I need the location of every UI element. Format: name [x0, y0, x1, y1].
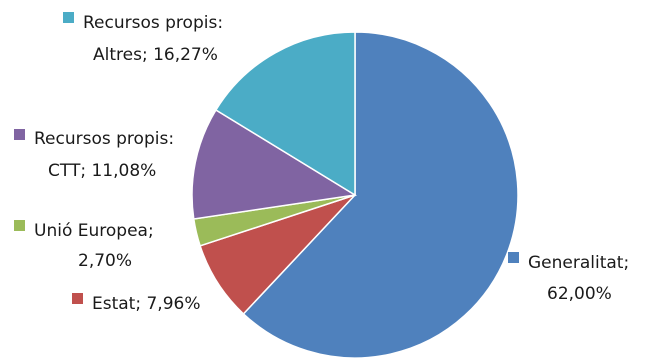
label-line1: Unió Europea; — [34, 221, 154, 241]
pie-labels: Generalitat; 62,00% Estat; 7,96% Unió Eu… — [14, 12, 629, 314]
label-line2: Altres; 16,27% — [93, 45, 218, 65]
label-marker — [72, 293, 83, 304]
label-line2: CTT; 11,08% — [48, 161, 156, 181]
pie-slices — [191, 31, 519, 359]
label-estat: Estat; 7,96% — [72, 293, 200, 314]
label-marker — [508, 252, 519, 263]
label-marker — [14, 220, 25, 231]
label-line2: 62,00% — [547, 284, 612, 304]
label-line1: Recursos propis: — [34, 129, 174, 149]
label-marker — [63, 12, 74, 23]
pie-slice-generalitat — [242, 31, 519, 359]
label-unio-europea: Unió Europea; 2,70% — [14, 220, 154, 271]
label-line2: 2,70% — [78, 251, 132, 271]
pie-slice-recursos-propis-altres — [214, 31, 356, 197]
pie-slice-recursos-propis-ctt — [191, 108, 358, 220]
label-generalitat: Generalitat; 62,00% — [508, 252, 629, 304]
label-line1: Estat; 7,96% — [92, 294, 200, 314]
label-marker — [14, 129, 25, 140]
label-line1: Recursos propis: — [83, 13, 223, 33]
label-recursos-ctt: Recursos propis: CTT; 11,08% — [14, 129, 174, 181]
label-line1: Generalitat; — [528, 253, 629, 273]
label-recursos-altres: Recursos propis: Altres; 16,27% — [63, 12, 223, 65]
